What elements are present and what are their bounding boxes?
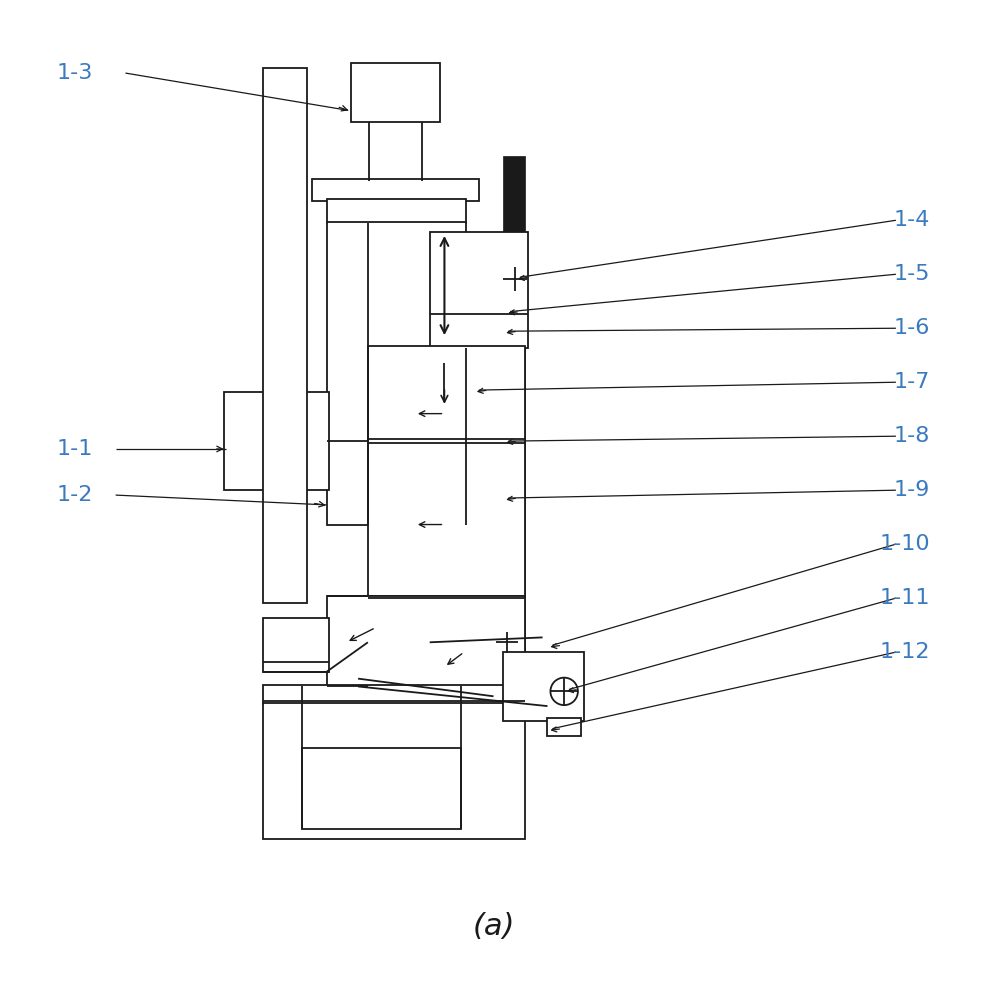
- Bar: [224, 392, 328, 490]
- Text: 1-4: 1-4: [893, 210, 929, 230]
- Text: 1-2: 1-2: [57, 485, 93, 505]
- Bar: [368, 346, 525, 441]
- Bar: [368, 439, 525, 596]
- Text: 1-9: 1-9: [893, 480, 929, 500]
- Bar: [262, 685, 525, 704]
- Text: 1-6: 1-6: [893, 318, 929, 338]
- Text: 1-8: 1-8: [893, 426, 929, 446]
- Bar: [547, 718, 580, 736]
- Bar: [429, 232, 528, 348]
- Text: 1-10: 1-10: [879, 534, 929, 554]
- Bar: [503, 156, 525, 686]
- Text: 1-12: 1-12: [879, 642, 929, 662]
- Bar: [262, 68, 307, 603]
- Text: 1-3: 1-3: [57, 63, 93, 83]
- Bar: [326, 199, 465, 223]
- Bar: [351, 63, 439, 122]
- Bar: [312, 179, 478, 201]
- Bar: [302, 748, 460, 829]
- Bar: [326, 596, 525, 686]
- Bar: [503, 652, 583, 721]
- Bar: [326, 222, 465, 525]
- Text: 1-5: 1-5: [893, 264, 929, 284]
- Bar: [262, 618, 328, 672]
- Text: 1-1: 1-1: [57, 439, 93, 459]
- Bar: [262, 703, 525, 839]
- Text: 1-11: 1-11: [879, 588, 929, 608]
- Text: (a): (a): [471, 912, 515, 941]
- Text: 1-7: 1-7: [893, 372, 929, 392]
